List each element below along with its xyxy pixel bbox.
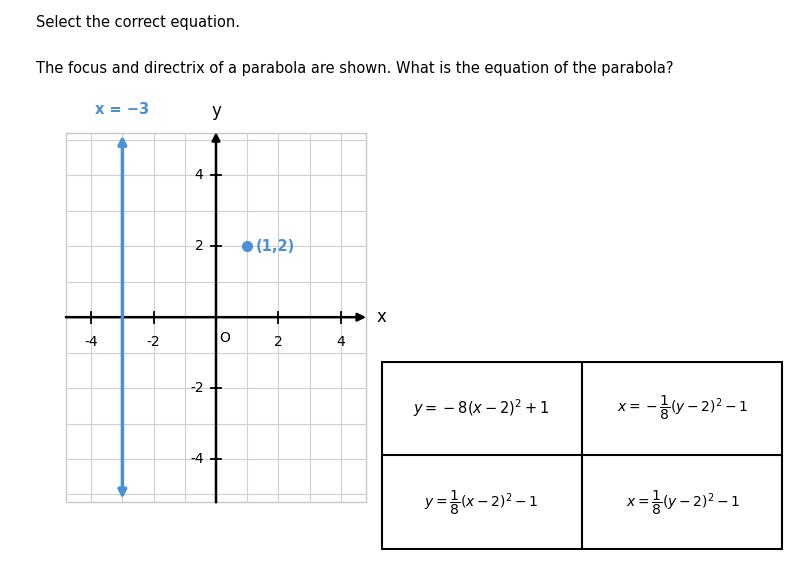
Text: $y = \dfrac{1}{8}(x-2)^2-1$: $y = \dfrac{1}{8}(x-2)^2-1$ — [424, 488, 538, 517]
Text: x = −3: x = −3 — [95, 102, 150, 117]
Text: 2: 2 — [194, 239, 203, 253]
Text: -4: -4 — [190, 452, 203, 466]
Text: 2: 2 — [274, 335, 282, 349]
Text: $y = -8(x-2)^2+1$: $y = -8(x-2)^2+1$ — [413, 398, 550, 419]
Text: $x = \dfrac{1}{8}(y-2)^2-1$: $x = \dfrac{1}{8}(y-2)^2-1$ — [626, 488, 740, 517]
Text: 4: 4 — [194, 168, 203, 182]
Text: Select the correct equation.: Select the correct equation. — [36, 15, 240, 30]
Text: 4: 4 — [337, 335, 345, 349]
Text: The focus and directrix of a parabola are shown. What is the equation of the par: The focus and directrix of a parabola ar… — [36, 61, 674, 76]
Text: -4: -4 — [84, 335, 98, 349]
Text: -2: -2 — [146, 335, 161, 349]
FancyBboxPatch shape — [382, 362, 782, 549]
Text: $x = -\dfrac{1}{8}(y-2)^2-1$: $x = -\dfrac{1}{8}(y-2)^2-1$ — [618, 394, 749, 423]
Text: (1,2): (1,2) — [256, 239, 295, 254]
Text: -2: -2 — [190, 381, 203, 395]
Text: x: x — [377, 308, 386, 326]
Text: y: y — [211, 102, 221, 120]
Text: O: O — [220, 331, 230, 345]
